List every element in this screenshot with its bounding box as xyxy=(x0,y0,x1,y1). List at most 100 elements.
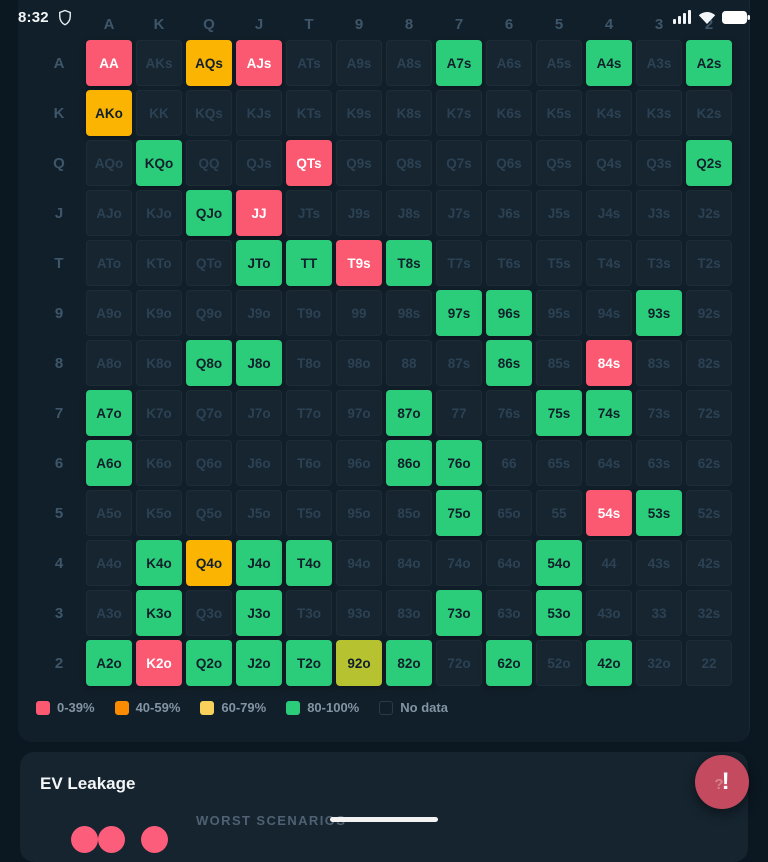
hand-cell-55[interactable]: 55 xyxy=(536,490,582,536)
hand-cell-K9s[interactable]: K9s xyxy=(336,90,382,136)
hand-cell-KQo[interactable]: KQo xyxy=(136,140,182,186)
hand-cell-54s[interactable]: 54s xyxy=(586,490,632,536)
hand-cell-K5o[interactable]: K5o xyxy=(136,490,182,536)
hand-cell-72s[interactable]: 72s xyxy=(686,390,732,436)
hand-cell-KQs[interactable]: KQs xyxy=(186,90,232,136)
hand-cell-Q5s[interactable]: Q5s xyxy=(536,140,582,186)
hand-cell-K9o[interactable]: K9o xyxy=(136,290,182,336)
hand-cell-Q7o[interactable]: Q7o xyxy=(186,390,232,436)
hand-cell-22[interactable]: 22 xyxy=(686,640,732,686)
hand-cell-T5o[interactable]: T5o xyxy=(286,490,332,536)
hand-cell-ATs[interactable]: ATs xyxy=(286,40,332,86)
hand-cell-J6s[interactable]: J6s xyxy=(486,190,532,236)
hand-cell-Q6o[interactable]: Q6o xyxy=(186,440,232,486)
hand-cell-42s[interactable]: 42s xyxy=(686,540,732,586)
hand-cell-KJo[interactable]: KJo xyxy=(136,190,182,236)
hand-cell-62o[interactable]: 62o xyxy=(486,640,532,686)
hand-cell-K2s[interactable]: K2s xyxy=(686,90,732,136)
hand-cell-73s[interactable]: 73s xyxy=(636,390,682,436)
hand-cell-T9s[interactable]: T9s xyxy=(336,240,382,286)
hand-cell-T7o[interactable]: T7o xyxy=(286,390,332,436)
hand-cell-Q9o[interactable]: Q9o xyxy=(186,290,232,336)
hand-cell-63o[interactable]: 63o xyxy=(486,590,532,636)
hand-cell-K7s[interactable]: K7s xyxy=(436,90,482,136)
hand-cell-94o[interactable]: 94o xyxy=(336,540,382,586)
hand-cell-33[interactable]: 33 xyxy=(636,590,682,636)
hand-cell-A9s[interactable]: A9s xyxy=(336,40,382,86)
hand-cell-92o[interactable]: 92o xyxy=(336,640,382,686)
hand-cell-85o[interactable]: 85o xyxy=(386,490,432,536)
hand-cell-K7o[interactable]: K7o xyxy=(136,390,182,436)
hand-cell-K4s[interactable]: K4s xyxy=(586,90,632,136)
hand-cell-Q2o[interactable]: Q2o xyxy=(186,640,232,686)
hand-cell-76o[interactable]: 76o xyxy=(436,440,482,486)
hand-cell-63s[interactable]: 63s xyxy=(636,440,682,486)
hand-cell-A4o[interactable]: A4o xyxy=(86,540,132,586)
hand-cell-65s[interactable]: 65s xyxy=(536,440,582,486)
hand-cell-K3s[interactable]: K3s xyxy=(636,90,682,136)
hand-cell-J3s[interactable]: J3s xyxy=(636,190,682,236)
hand-cell-75s[interactable]: 75s xyxy=(536,390,582,436)
hand-cell-J5o[interactable]: J5o xyxy=(236,490,282,536)
hand-cell-T3s[interactable]: T3s xyxy=(636,240,682,286)
hand-cell-99[interactable]: 99 xyxy=(336,290,382,336)
scenario-avatar[interactable] xyxy=(71,826,98,853)
hand-cell-A8o[interactable]: A8o xyxy=(86,340,132,386)
hand-cell-Q4o[interactable]: Q4o xyxy=(186,540,232,586)
hand-cell-Q5o[interactable]: Q5o xyxy=(186,490,232,536)
hand-cell-KJs[interactable]: KJs xyxy=(236,90,282,136)
hand-cell-K5s[interactable]: K5s xyxy=(536,90,582,136)
hand-cell-A6s[interactable]: A6s xyxy=(486,40,532,86)
hand-cell-ATo[interactable]: ATo xyxy=(86,240,132,286)
hand-cell-T7s[interactable]: T7s xyxy=(436,240,482,286)
hand-cell-97s[interactable]: 97s xyxy=(436,290,482,336)
hand-cell-A3s[interactable]: A3s xyxy=(636,40,682,86)
hand-cell-92s[interactable]: 92s xyxy=(686,290,732,336)
hand-cell-A2s[interactable]: A2s xyxy=(686,40,732,86)
hand-cell-J4s[interactable]: J4s xyxy=(586,190,632,236)
hand-cell-85s[interactable]: 85s xyxy=(536,340,582,386)
hand-cell-T5s[interactable]: T5s xyxy=(536,240,582,286)
hand-cell-AJo[interactable]: AJo xyxy=(86,190,132,236)
hand-cell-T6o[interactable]: T6o xyxy=(286,440,332,486)
hand-cell-95s[interactable]: 95s xyxy=(536,290,582,336)
hand-cell-84s[interactable]: 84s xyxy=(586,340,632,386)
hand-cell-98s[interactable]: 98s xyxy=(386,290,432,336)
hand-cell-KK[interactable]: KK xyxy=(136,90,182,136)
scenario-avatar[interactable] xyxy=(141,826,168,853)
hand-cell-AKo[interactable]: AKo xyxy=(86,90,132,136)
hand-cell-74o[interactable]: 74o xyxy=(436,540,482,586)
hand-cell-A4s[interactable]: A4s xyxy=(586,40,632,86)
hand-cell-Q3o[interactable]: Q3o xyxy=(186,590,232,636)
hand-cell-A2o[interactable]: A2o xyxy=(86,640,132,686)
hand-cell-T8s[interactable]: T8s xyxy=(386,240,432,286)
hand-cell-32s[interactable]: 32s xyxy=(686,590,732,636)
hand-cell-83s[interactable]: 83s xyxy=(636,340,682,386)
hand-cell-A5o[interactable]: A5o xyxy=(86,490,132,536)
hand-cell-JTo[interactable]: JTo xyxy=(236,240,282,286)
hand-cell-84o[interactable]: 84o xyxy=(386,540,432,586)
hand-cell-Q8o[interactable]: Q8o xyxy=(186,340,232,386)
hand-cell-53o[interactable]: 53o xyxy=(536,590,582,636)
hand-cell-93s[interactable]: 93s xyxy=(636,290,682,336)
hand-cell-J7o[interactable]: J7o xyxy=(236,390,282,436)
hand-cell-97o[interactable]: 97o xyxy=(336,390,382,436)
hand-cell-98o[interactable]: 98o xyxy=(336,340,382,386)
hand-cell-T2o[interactable]: T2o xyxy=(286,640,332,686)
hand-cell-AA[interactable]: AA xyxy=(86,40,132,86)
hand-cell-Q6s[interactable]: Q6s xyxy=(486,140,532,186)
hand-cell-J3o[interactable]: J3o xyxy=(236,590,282,636)
hand-cell-44[interactable]: 44 xyxy=(586,540,632,586)
hand-cell-J2s[interactable]: J2s xyxy=(686,190,732,236)
hand-cell-A7s[interactable]: A7s xyxy=(436,40,482,86)
hand-cell-A7o[interactable]: A7o xyxy=(86,390,132,436)
hand-cell-T3o[interactable]: T3o xyxy=(286,590,332,636)
hand-cell-TT[interactable]: TT xyxy=(286,240,332,286)
hand-cell-Q8s[interactable]: Q8s xyxy=(386,140,432,186)
hand-cell-64s[interactable]: 64s xyxy=(586,440,632,486)
hand-cell-A9o[interactable]: A9o xyxy=(86,290,132,336)
hand-cell-QQ[interactable]: QQ xyxy=(186,140,232,186)
hand-cell-43s[interactable]: 43s xyxy=(636,540,682,586)
hand-cell-A5s[interactable]: A5s xyxy=(536,40,582,86)
hand-cell-K2o[interactable]: K2o xyxy=(136,640,182,686)
